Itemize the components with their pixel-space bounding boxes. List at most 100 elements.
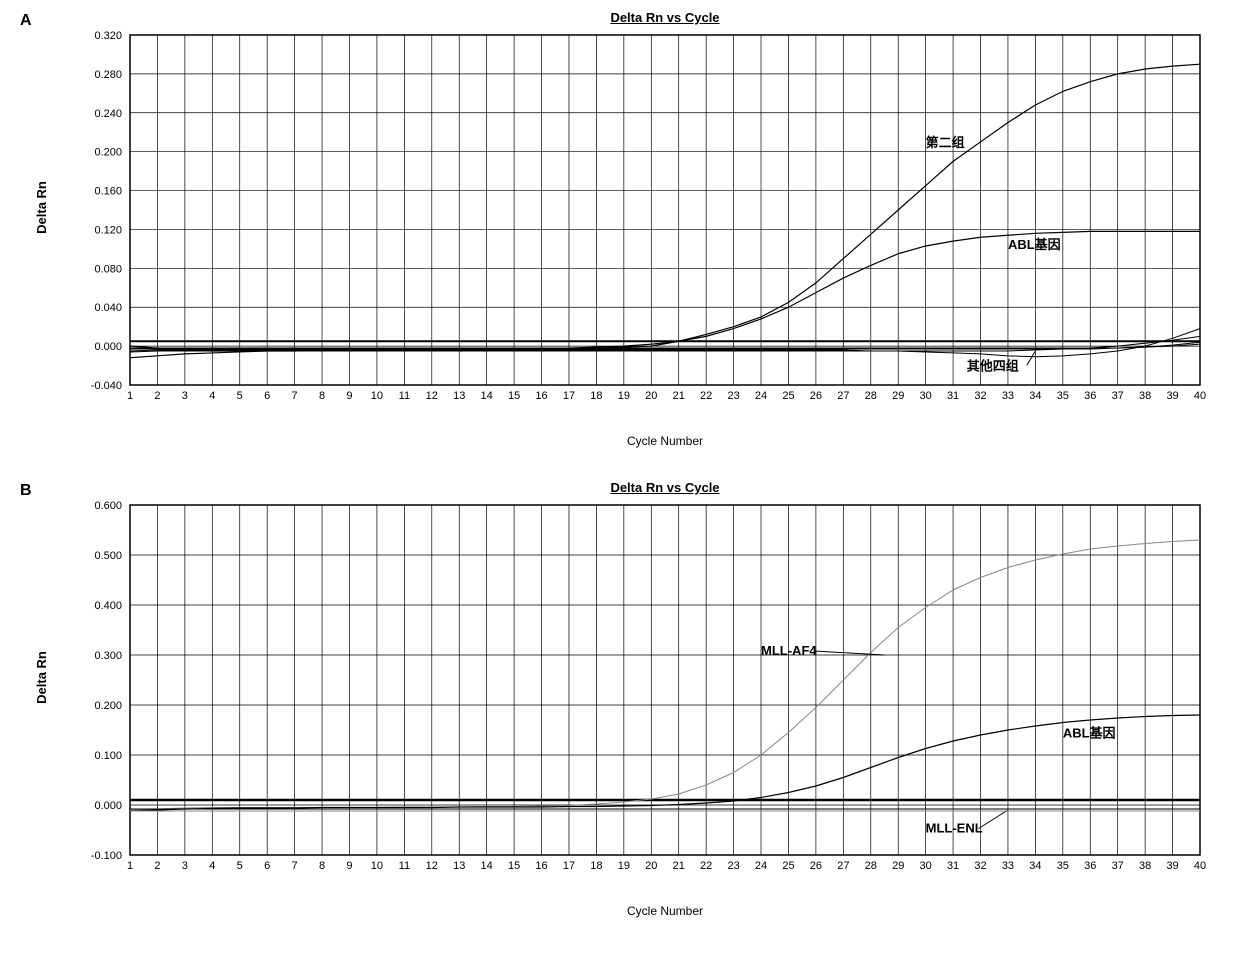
panel-b: B Delta Rn vs Cycle Delta Rn 12345678910… (0, 470, 1240, 964)
svg-text:2: 2 (154, 860, 160, 872)
svg-text:0.040: 0.040 (94, 302, 122, 314)
svg-text:29: 29 (892, 390, 904, 402)
svg-text:23: 23 (727, 860, 739, 872)
svg-text:30: 30 (920, 860, 932, 872)
svg-text:11: 11 (399, 860, 410, 872)
svg-text:36: 36 (1084, 390, 1096, 402)
svg-text:0.100: 0.100 (94, 750, 122, 762)
panel-b-chart: 1234567891011121314151617181920212223242… (0, 490, 1240, 910)
svg-text:0.200: 0.200 (94, 147, 122, 159)
svg-text:0.160: 0.160 (94, 186, 122, 198)
svg-text:32: 32 (974, 390, 986, 402)
svg-text:8: 8 (319, 390, 325, 402)
svg-text:26: 26 (810, 390, 822, 402)
svg-text:38: 38 (1139, 860, 1151, 872)
svg-text:5: 5 (237, 860, 243, 872)
svg-text:16: 16 (535, 390, 547, 402)
svg-text:其他四组: 其他四组 (967, 358, 1019, 373)
svg-text:0.080: 0.080 (94, 263, 122, 275)
svg-text:22: 22 (700, 390, 712, 402)
panel-a-xlabel: Cycle Number (130, 434, 1200, 448)
svg-text:37: 37 (1112, 860, 1124, 872)
svg-text:7: 7 (292, 860, 298, 872)
svg-text:25: 25 (782, 390, 794, 402)
svg-text:19: 19 (618, 860, 630, 872)
svg-text:40: 40 (1194, 390, 1206, 402)
svg-text:35: 35 (1057, 390, 1069, 402)
svg-text:9: 9 (346, 860, 352, 872)
svg-text:20: 20 (645, 860, 657, 872)
svg-text:3: 3 (182, 390, 188, 402)
svg-text:-0.040: -0.040 (91, 380, 122, 392)
svg-text:0.400: 0.400 (94, 600, 122, 612)
svg-text:15: 15 (508, 390, 520, 402)
svg-text:17: 17 (563, 860, 575, 872)
svg-text:37: 37 (1112, 390, 1124, 402)
svg-text:14: 14 (481, 860, 493, 872)
svg-text:13: 13 (453, 390, 465, 402)
svg-text:32: 32 (974, 860, 986, 872)
svg-text:21: 21 (673, 860, 685, 872)
svg-text:28: 28 (865, 390, 877, 402)
panel-a-chart: 1234567891011121314151617181920212223242… (0, 20, 1240, 440)
svg-text:36: 36 (1084, 860, 1096, 872)
svg-text:28: 28 (865, 860, 877, 872)
svg-text:3: 3 (182, 860, 188, 872)
svg-text:10: 10 (371, 390, 383, 402)
svg-text:13: 13 (453, 860, 465, 872)
svg-text:39: 39 (1166, 860, 1178, 872)
svg-text:23: 23 (727, 390, 739, 402)
svg-text:12: 12 (426, 390, 438, 402)
svg-text:2: 2 (154, 390, 160, 402)
svg-text:38: 38 (1139, 390, 1151, 402)
svg-text:18: 18 (590, 860, 602, 872)
svg-text:40: 40 (1194, 860, 1206, 872)
svg-text:33: 33 (1002, 390, 1014, 402)
svg-text:MLL-ENL: MLL-ENL (926, 821, 983, 836)
svg-text:31: 31 (947, 390, 959, 402)
svg-text:0.000: 0.000 (94, 341, 122, 353)
svg-text:21: 21 (673, 390, 685, 402)
svg-text:6: 6 (264, 860, 270, 872)
svg-text:14: 14 (481, 390, 493, 402)
panel-b-xlabel: Cycle Number (130, 904, 1200, 918)
svg-text:12: 12 (426, 860, 438, 872)
svg-text:22: 22 (700, 860, 712, 872)
svg-text:20: 20 (645, 390, 657, 402)
svg-text:5: 5 (237, 390, 243, 402)
svg-text:34: 34 (1029, 390, 1041, 402)
svg-text:25: 25 (782, 860, 794, 872)
svg-text:ABL基因: ABL基因 (1008, 237, 1061, 252)
svg-text:27: 27 (837, 860, 849, 872)
svg-text:0.280: 0.280 (94, 69, 122, 81)
svg-text:33: 33 (1002, 860, 1014, 872)
svg-text:39: 39 (1166, 390, 1178, 402)
svg-text:16: 16 (535, 860, 547, 872)
svg-text:24: 24 (755, 390, 767, 402)
svg-text:0.200: 0.200 (94, 700, 122, 712)
svg-text:31: 31 (947, 860, 959, 872)
svg-text:1: 1 (127, 390, 133, 402)
svg-text:19: 19 (618, 390, 630, 402)
svg-text:ABL基因: ABL基因 (1063, 726, 1116, 741)
svg-text:24: 24 (755, 860, 767, 872)
svg-text:0.500: 0.500 (94, 550, 122, 562)
svg-text:29: 29 (892, 860, 904, 872)
svg-text:1: 1 (127, 860, 133, 872)
svg-text:35: 35 (1057, 860, 1069, 872)
panel-a: A Delta Rn vs Cycle Delta Rn 12345678910… (0, 0, 1240, 470)
svg-text:-0.100: -0.100 (91, 850, 122, 862)
svg-text:30: 30 (920, 390, 932, 402)
svg-text:0.320: 0.320 (94, 30, 122, 42)
svg-text:10: 10 (371, 860, 383, 872)
svg-text:11: 11 (399, 390, 410, 402)
svg-text:0.000: 0.000 (94, 800, 122, 812)
svg-text:34: 34 (1029, 860, 1041, 872)
svg-text:第二组: 第二组 (926, 135, 965, 150)
svg-text:6: 6 (264, 390, 270, 402)
svg-text:4: 4 (209, 860, 215, 872)
svg-text:15: 15 (508, 860, 520, 872)
svg-text:0.300: 0.300 (94, 650, 122, 662)
svg-text:8: 8 (319, 860, 325, 872)
svg-text:0.240: 0.240 (94, 108, 122, 120)
